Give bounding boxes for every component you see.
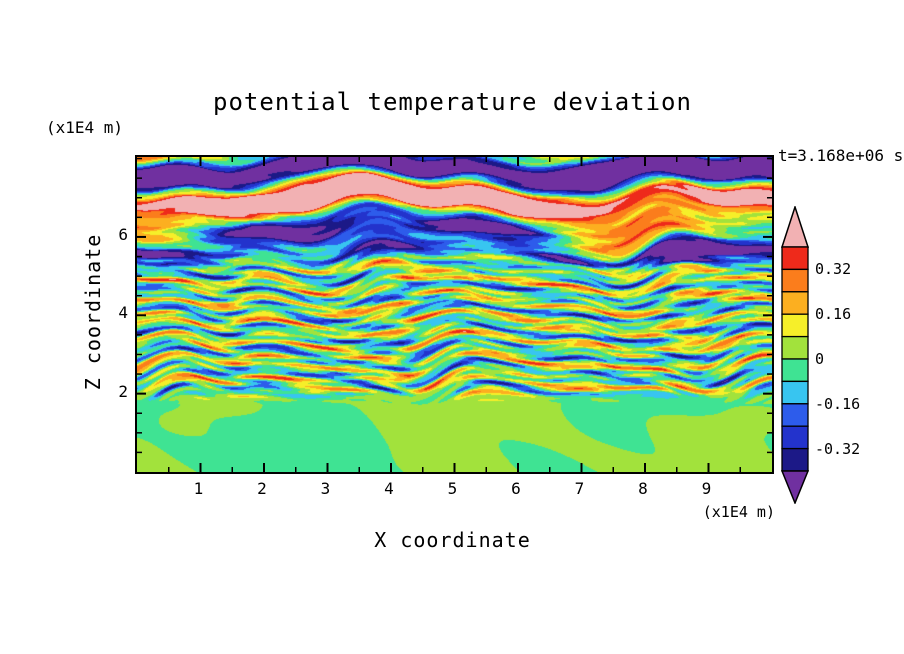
colorbar-block	[781, 358, 809, 383]
colorbar-arrow	[781, 206, 809, 248]
x-tick-label: 7	[574, 479, 585, 498]
heatmap-canvas	[137, 157, 772, 472]
colorbar-tick-label: 0	[815, 350, 825, 368]
colorbar-block	[781, 335, 809, 360]
colorbar-tick-label: 0.16	[815, 305, 852, 324]
z-tick-label: 2	[118, 381, 128, 401]
x-axis-label: X coordinate	[374, 528, 531, 552]
colorbar-block	[781, 447, 809, 472]
colorbar-block	[781, 246, 809, 271]
colorbar-block	[781, 268, 809, 293]
chart-title: potential temperature deviation	[213, 88, 692, 116]
colorbar-block	[781, 313, 809, 338]
colorbar-tick-label: -0.16	[815, 394, 861, 413]
x-tick-label: 9	[701, 479, 712, 498]
z-tick-label: 6	[118, 224, 128, 244]
colorbar-tick-label: -0.32	[815, 439, 861, 458]
x-tick-label: 2	[257, 479, 267, 498]
colorbar-arrow	[781, 470, 809, 504]
timestamp-label: t=3.168e+06 s	[778, 146, 904, 165]
x-tick-label: 8	[638, 479, 648, 498]
z-tick-label: 4	[118, 303, 128, 323]
colorbar-block	[781, 380, 809, 405]
x-tick-label: 4	[384, 479, 394, 498]
colorbar-block	[781, 291, 809, 315]
x-tick-label: 1	[193, 479, 204, 498]
plot-area	[135, 155, 774, 474]
colorbar-tick-label: 0.32	[815, 260, 852, 279]
colorbar-block	[781, 403, 809, 427]
colorbar	[781, 206, 809, 504]
colorbar-block	[781, 425, 809, 450]
z-axis-unit-label: (x1E4 m)	[46, 118, 124, 137]
x-tick-label: 6	[511, 479, 521, 498]
x-axis-unit-label: (x1E4 m)	[702, 503, 775, 521]
x-tick-label: 3	[320, 479, 331, 498]
axis-ticks	[137, 157, 772, 472]
x-tick-label: 5	[447, 479, 458, 498]
